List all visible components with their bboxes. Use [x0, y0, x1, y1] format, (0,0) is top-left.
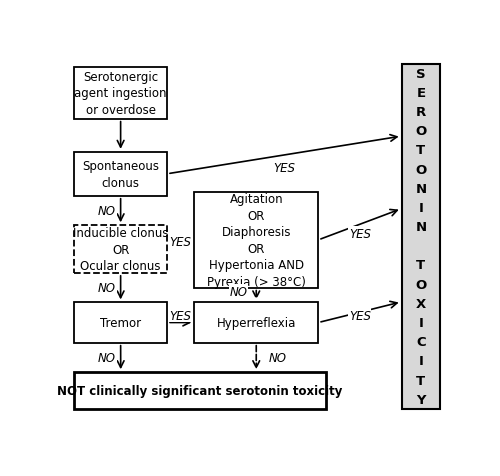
- Text: O: O: [416, 125, 426, 138]
- Text: YES: YES: [349, 309, 371, 322]
- Text: I: I: [418, 201, 424, 215]
- Text: NO: NO: [98, 281, 116, 295]
- Text: X: X: [416, 297, 426, 310]
- Text: Inducible clonus
OR
Ocular clonus: Inducible clonus OR Ocular clonus: [73, 227, 168, 272]
- Text: Tremor: Tremor: [100, 317, 141, 329]
- Text: T: T: [416, 259, 426, 272]
- Text: E: E: [416, 87, 426, 99]
- Text: T: T: [416, 374, 426, 387]
- Text: N: N: [416, 221, 426, 234]
- Text: NO: NO: [98, 205, 116, 218]
- Text: NOT clinically significant serotonin toxicity: NOT clinically significant serotonin tox…: [58, 384, 343, 397]
- Text: NO: NO: [98, 351, 116, 364]
- Text: O: O: [416, 163, 426, 176]
- Text: NO: NO: [268, 351, 286, 364]
- Text: Hyperreflexia: Hyperreflexia: [216, 317, 296, 329]
- Text: T: T: [416, 144, 426, 157]
- Bar: [74, 226, 167, 273]
- Text: I: I: [418, 317, 424, 329]
- Bar: [402, 64, 440, 409]
- Text: N: N: [416, 182, 426, 195]
- Bar: [194, 303, 318, 343]
- Text: YES: YES: [274, 161, 295, 174]
- Bar: [194, 193, 318, 288]
- Text: Y: Y: [416, 393, 426, 406]
- Text: O: O: [416, 278, 426, 291]
- Text: R: R: [416, 106, 426, 119]
- Text: NO: NO: [230, 285, 248, 298]
- Text: Serotonergic
agent ingestion
or overdose: Serotonergic agent ingestion or overdose: [74, 71, 167, 117]
- Text: C: C: [416, 336, 426, 348]
- Text: S: S: [416, 68, 426, 80]
- Text: YES: YES: [349, 228, 371, 240]
- Bar: [74, 152, 167, 197]
- Bar: [74, 68, 167, 119]
- Text: I: I: [418, 355, 424, 367]
- Text: YES: YES: [170, 309, 192, 322]
- Text: YES: YES: [170, 236, 192, 248]
- Text: Spontaneous
clonus: Spontaneous clonus: [82, 159, 159, 189]
- Bar: [74, 303, 167, 343]
- Bar: [74, 372, 326, 409]
- Text: Agitation
OR
Diaphoresis
OR
Hypertonia AND
Pyrexia (> 38°C): Agitation OR Diaphoresis OR Hypertonia A…: [207, 193, 306, 288]
